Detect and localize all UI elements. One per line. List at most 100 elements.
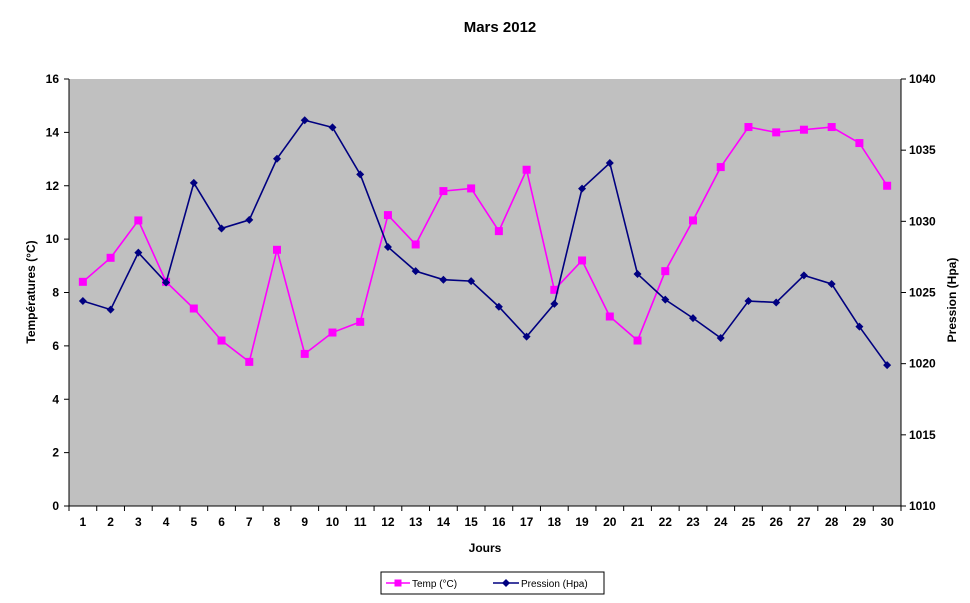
x-tick-label: 4 [163, 515, 170, 529]
right-tick-label: 1020 [909, 357, 936, 371]
pressure-point [550, 299, 559, 308]
x-tick-label: 13 [409, 515, 423, 529]
pressure-point [273, 154, 281, 163]
temp-point [439, 187, 448, 196]
x-tick-label: 11 [354, 515, 367, 529]
left-tick-label: 0 [52, 499, 59, 513]
temp-point [273, 245, 281, 254]
pressure-point [661, 295, 670, 304]
temp-point [744, 123, 753, 132]
temp-point [300, 349, 309, 358]
x-tick-label: 14 [437, 515, 451, 529]
plot-area [69, 79, 901, 506]
pressure-point [772, 298, 781, 307]
legend-pressure-marker [502, 579, 510, 587]
x-tick-label: 12 [381, 515, 395, 529]
left-axis-ticks: 0 2 4 6 8 10 12 14 16 [46, 72, 69, 513]
pressure-point [689, 314, 697, 323]
legend-temp-marker [394, 579, 402, 587]
pressure-point [633, 269, 642, 278]
x-tick-label: 15 [464, 515, 478, 529]
x-tick-label: 7 [246, 515, 253, 529]
x-tick-label: 30 [880, 515, 894, 529]
left-tick-label: 4 [52, 392, 59, 406]
x-tick-label: 24 [714, 515, 728, 529]
x-axis-ticks: 1 2 3 4 5 6 7 8 9 10 11 12 13 14 15 16 17 18 19 20 21 22 23 24 2… [68, 506, 902, 529]
left-tick-label: 6 [52, 339, 59, 353]
pressure-point [162, 278, 171, 287]
temp-point [494, 227, 503, 236]
legend-temp-label: Temp (°C) [412, 579, 457, 590]
temp-point [689, 216, 697, 225]
legend-box [380, 571, 605, 595]
right-axis-title: Pression (Hpa) [945, 258, 959, 343]
x-tick-label: 8 [274, 515, 281, 529]
temp-point [633, 336, 642, 345]
pressure-point [383, 242, 392, 251]
temp-point [356, 317, 365, 326]
pressure-point [356, 170, 365, 179]
x-tick-label: 25 [742, 515, 756, 529]
temp-point [78, 277, 87, 286]
pressure-point [578, 184, 587, 193]
series-pression [78, 116, 892, 370]
x-tick-label: 9 [301, 515, 308, 529]
x-tick-label: 6 [218, 515, 225, 529]
x-axis-title: Jours [469, 541, 502, 555]
temp-point [883, 181, 892, 190]
temp-point [411, 240, 420, 249]
x-tick-label: 2 [107, 515, 114, 529]
x-tick-label: 28 [825, 515, 839, 529]
pressure-point [799, 271, 808, 280]
temp-point [245, 357, 254, 366]
pressure-point [716, 334, 725, 343]
pressure-point [855, 322, 864, 331]
pressure-point [245, 215, 254, 224]
temp-point [522, 165, 531, 174]
temp-point [827, 123, 836, 132]
pressure-point [328, 123, 337, 132]
right-tick-label: 1040 [909, 72, 936, 86]
pressure-point [467, 277, 476, 286]
left-axis-title: Températures (°C) [24, 240, 38, 343]
series-layer [78, 116, 892, 370]
pressure-point [827, 279, 836, 288]
temp-point [467, 184, 476, 193]
x-tick-label: 10 [326, 515, 340, 529]
temp-point [383, 211, 392, 220]
x-tick-label: 22 [659, 515, 673, 529]
pressure-point [439, 275, 448, 284]
temp-point [328, 328, 337, 337]
right-tick-label: 1010 [909, 499, 936, 513]
pressure-point [78, 297, 87, 306]
x-tick-label: 18 [548, 515, 562, 529]
right-tick-label: 1025 [909, 286, 936, 300]
temp-point [578, 256, 587, 265]
right-tick-label: 1030 [909, 214, 936, 228]
temp-point [855, 139, 864, 148]
pressure-point [106, 305, 115, 314]
x-tick-label: 26 [770, 515, 784, 529]
temp-point [189, 304, 198, 313]
left-tick-label: 8 [52, 286, 59, 300]
x-tick-label: 17 [520, 515, 534, 529]
temp-point [605, 312, 614, 321]
series-line [82, 126, 888, 364]
x-tick-label: 29 [853, 515, 867, 529]
left-tick-label: 2 [52, 446, 59, 460]
left-tick-label: 12 [46, 179, 60, 193]
right-tick-label: 1035 [909, 143, 936, 157]
pressure-point [189, 178, 198, 187]
left-tick-label: 16 [46, 72, 60, 86]
temp-point [134, 216, 143, 225]
x-tick-label: 1 [80, 515, 87, 529]
legend: Temp (°C) Pression (Hpa) [380, 571, 605, 595]
legend-pressure-label: Pression (Hpa) [521, 579, 588, 590]
pressure-point [494, 302, 503, 311]
x-tick-label: 16 [492, 515, 506, 529]
series-line [82, 119, 888, 366]
left-tick-label: 14 [46, 125, 60, 139]
x-tick-label: 20 [603, 515, 617, 529]
chart-title: Mars 2012 [464, 19, 537, 36]
